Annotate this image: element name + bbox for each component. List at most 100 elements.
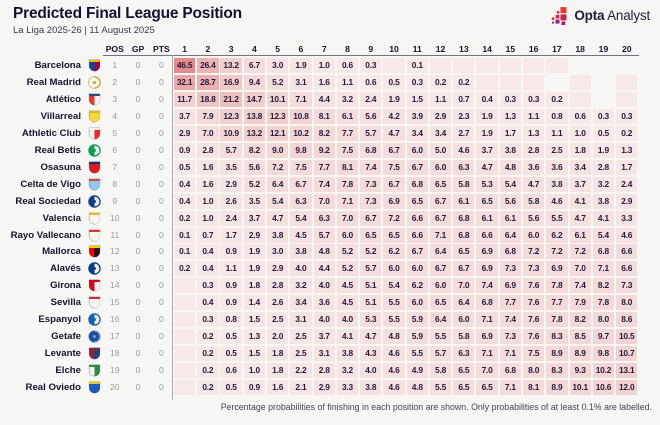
- table-row: Alavés 13 0 0 0.2 0.4 1.1 1.9 2.9 4.0 4.4 5.2 5.7 6.0…: [0, 261, 660, 277]
- probability-cell: 1.1: [429, 91, 452, 107]
- probability-cell: 7.3: [360, 176, 382, 192]
- gp-value: 0: [135, 280, 141, 291]
- table-row: Real Sociedad 9 0 0 0.4 1.0 2.6 3.5 5.4 6.3 7.0 7.1…: [0, 193, 660, 209]
- page-subtitle: La Liga 2025-26 | 11 August 2025: [13, 25, 155, 36]
- team-badge-icon: [88, 93, 101, 106]
- pos-value: 20: [110, 382, 120, 393]
- probability-cell: 2.8: [523, 142, 545, 158]
- probability-cell: 5.3: [360, 312, 382, 328]
- probability-cell: [499, 74, 522, 90]
- team-badge-icon: [88, 279, 101, 292]
- table-row: Athletic Club 5 0 0 2.9 7.0 10.9 13.2 12.1 10.2 8.…: [0, 125, 660, 141]
- probability-cell: 7.0: [197, 125, 219, 141]
- probability-cell: 4.0: [360, 363, 382, 379]
- probability-cell: 0.4: [197, 295, 219, 311]
- probability-cell: 6.8: [453, 210, 475, 226]
- probability-cell: 0.9: [220, 295, 242, 311]
- pts-value: 0: [158, 212, 164, 223]
- table-row: Real Madrid 2 0 0 32.1 28.7 16.9 9.4 5.2 3.1 1.6 1.…: [0, 74, 660, 90]
- probability-cell: 0.4: [476, 91, 498, 107]
- column-header-position-20: 20: [621, 44, 632, 54]
- probability-cell: 2.3: [453, 108, 475, 124]
- probability-cell: 7.2: [383, 210, 405, 226]
- probability-cell: 4.7: [523, 176, 545, 192]
- probability-cell: 1.3: [523, 125, 545, 141]
- probability-cell: 6.4: [429, 244, 452, 260]
- table-vertical-rule: [172, 55, 173, 400]
- probability-cell: 1.5: [243, 312, 266, 328]
- team-name: Getafe: [51, 331, 81, 343]
- probability-cell: 7.1: [476, 312, 498, 328]
- probability-cell: 5.4: [499, 176, 522, 192]
- probability-cell: 3.8: [336, 346, 359, 362]
- probability-cell: 1.9: [243, 261, 266, 277]
- probability-cell: 0.1: [173, 244, 196, 260]
- probability-cell: 6.0: [406, 261, 428, 277]
- team-name: Elche: [55, 365, 81, 377]
- pts-value: 0: [158, 229, 164, 240]
- probability-cell: [616, 91, 638, 107]
- probability-cell: 7.6: [523, 329, 545, 345]
- table-row: Levante 18 0 0 0.2 0.5 1.5 1.8 2.5 3.1 3.8 4.3 4.6 5.…: [0, 346, 660, 362]
- probability-cell: 0.5: [173, 159, 196, 175]
- team-name: Girona: [50, 280, 81, 292]
- probability-cell: 0.3: [360, 58, 382, 73]
- probability-cell: 7.1: [476, 346, 498, 362]
- probability-cell: 5.2: [336, 261, 359, 277]
- probability-cell: 1.6: [197, 159, 219, 175]
- probability-cell: 7.4: [360, 159, 382, 175]
- table-header-rule: [103, 55, 639, 56]
- probability-cell: 4.7: [383, 125, 405, 141]
- probability-cell: 28.7: [197, 74, 219, 90]
- probability-cell: 7.5: [523, 346, 545, 362]
- team-badge-icon: [88, 262, 101, 276]
- probability-cell: 0.4: [197, 244, 219, 260]
- probability-cell: 9.3: [569, 363, 591, 379]
- probability-cell: 12.3: [267, 108, 289, 124]
- probability-cell: 0.7: [197, 227, 219, 243]
- team-name: Athletic Club: [21, 127, 81, 139]
- probability-cell: 6.6: [406, 227, 428, 243]
- probability-cell: 7.0: [336, 210, 359, 226]
- probability-cell: 1.0: [569, 125, 591, 141]
- probability-cell: 5.6: [243, 159, 266, 175]
- probability-cell: 6.5: [453, 363, 475, 379]
- probability-cell: 2.4: [360, 91, 382, 107]
- probability-cell: 5.8: [453, 329, 475, 345]
- probability-cell: 2.8: [592, 159, 615, 175]
- probability-cell: 8.3: [546, 329, 568, 345]
- probability-cell: 5.8: [429, 363, 452, 379]
- column-header-position-12: 12: [435, 44, 446, 54]
- probability-cell: 4.1: [569, 193, 591, 209]
- table-row: Osasuna 7 0 0 0.5 1.6 3.5 5.6 7.2 7.5 7.7 8.1 7.4 7.5…: [0, 159, 660, 175]
- logo-wordmark: Opta Analyst: [574, 8, 650, 23]
- probability-cell: 7.5: [336, 142, 359, 158]
- probability-cell: 6.7: [429, 261, 452, 277]
- probability-cell: 6.2: [546, 227, 568, 243]
- probability-cell: 3.2: [336, 91, 359, 107]
- column-header-position-18: 18: [575, 44, 585, 54]
- table-row: Atlético 3 0 0 11.7 18.8 21.2 14.7 10.1 7.1 4.4 3.2…: [0, 91, 660, 107]
- probability-cell: 5.0: [429, 142, 452, 158]
- probability-cell: 5.4: [267, 193, 289, 209]
- probability-cell: 4.8: [313, 244, 335, 260]
- probability-cell: [173, 295, 196, 311]
- probability-cell: 4.6: [453, 142, 475, 158]
- team-name: Sevilla: [50, 297, 81, 309]
- probability-cell: [173, 363, 196, 379]
- probability-cell: 1.5: [406, 91, 428, 107]
- probability-cell: 6.3: [313, 210, 335, 226]
- probability-cell: 4.8: [499, 159, 522, 175]
- probability-cell: 7.1: [290, 91, 312, 107]
- probability-cell: 1.9: [383, 91, 405, 107]
- probability-cell: 6.9: [499, 278, 522, 294]
- probability-cell: 6.1: [476, 210, 498, 226]
- table-row: Getafe 17 0 0 0.2 0.5 1.3 2.0 2.5 3.7 4.1 4.7 4.8 5.9…: [0, 329, 660, 345]
- pos-value: 5: [112, 127, 118, 138]
- probability-cell: [173, 278, 196, 294]
- probability-cell: 1.8: [569, 142, 591, 158]
- probability-cell: 1.6: [313, 74, 335, 90]
- logo-opta: Opta: [574, 7, 605, 23]
- probability-cell: 0.7: [453, 91, 475, 107]
- probability-cell: 6.8: [499, 244, 522, 260]
